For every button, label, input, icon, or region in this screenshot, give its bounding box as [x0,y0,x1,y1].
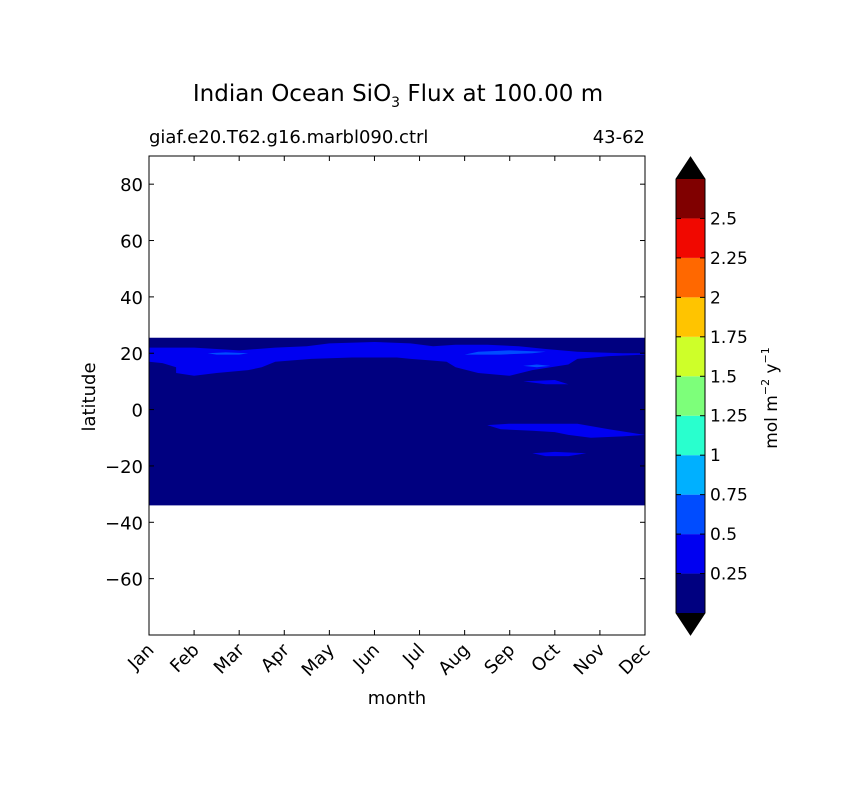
colorbar-tick-label: 1 [710,446,721,466]
plot-area [148,155,646,636]
y-tick-label: 40 [120,288,143,309]
colorbar-segment [676,573,705,613]
colorbar-label: mol m−2 y−1 [759,347,782,449]
contour-region-4 [523,380,569,385]
colorbar-outline [675,156,706,636]
colorbar-tick-label: 1.25 [710,407,748,427]
subtitle-left: giaf.e20.T62.g16.marbl090.ctrl [149,127,428,148]
y-tick-labels: 80 60 40 20 0 −20 −40 −60 [105,175,143,590]
y-tick-label: −20 [105,457,143,478]
x-tick-label: Jan [123,640,158,675]
y-axis-label: latitude [79,362,100,431]
colorbar-over-triangle [676,157,705,179]
colorbar-tick-label: 0.5 [710,525,737,545]
y-tick-label: −40 [105,513,143,534]
colorbar-segment [676,376,705,416]
x-tick-label: Jun [349,640,384,675]
colorbar-segment [676,257,705,298]
contour-region-3 [532,451,587,457]
colorbar-segment [676,494,705,535]
plot-frame [148,155,646,636]
contour-region-1 [149,342,645,376]
y-tick-label: 60 [120,232,143,253]
colorbar-tick-label: 1.75 [710,328,748,348]
x-axis-label: month [368,688,426,709]
contour-region-7 [464,350,546,355]
chart-title: Indian Ocean SiO3 Flux at 100.00 m [193,81,603,111]
colorbar-segment [676,218,705,258]
contour-region-5 [207,352,249,355]
colorbar-tick-label: 0.25 [710,565,748,585]
x-tick-label: Nov [570,639,610,679]
colorbar-segment [676,415,705,456]
x-tick-label: Feb [166,640,203,677]
x-tick-labels: Jan Feb Mar Apr May Jun Jul Aug Sep Oct Nov Dec [123,639,654,681]
axis-ticks [148,156,646,635]
y-tick-label: 0 [132,401,143,422]
colorbar [675,156,706,636]
x-tick-label: May [298,639,339,680]
y-tick-label: 80 [120,175,143,196]
x-tick-label: Dec [615,640,654,679]
title-subscript: 3 [391,95,400,111]
colorbar-tick-label: 2 [710,288,721,308]
colorbar-segment [676,179,705,219]
colorbar-segment [676,455,705,495]
contour-region-2 [487,423,645,438]
x-tick-label: Oct [527,640,564,677]
x-tick-label: Jul [398,640,429,671]
colorbar-tick-label: 2.25 [710,249,748,269]
x-tick-label: Mar [210,639,249,678]
subtitle-right: 43-62 [593,127,645,148]
contour-region-6 [523,364,551,368]
colorbar-segment [676,336,705,377]
x-tick-label: Aug [434,640,474,680]
colorbar-tick-label: 0.75 [710,486,748,506]
colorbar-tick-label: 1.5 [710,367,737,387]
contour-regions [149,342,645,457]
y-tick-label: −60 [105,570,143,591]
colorbar-tick-label: 2.5 [710,209,737,229]
x-tick-label: Apr [257,639,294,676]
x-tick-label: Sep [480,640,519,679]
colorbar-segment [676,297,705,337]
colorbar-segment [676,534,705,574]
colorbar-under-triangle [676,613,705,635]
colorbar-tick-labels: 0.25 0.5 0.75 1 1.25 1.5 1.75 2 2.25 2.5 [710,209,748,584]
y-tick-label: 20 [120,344,143,365]
